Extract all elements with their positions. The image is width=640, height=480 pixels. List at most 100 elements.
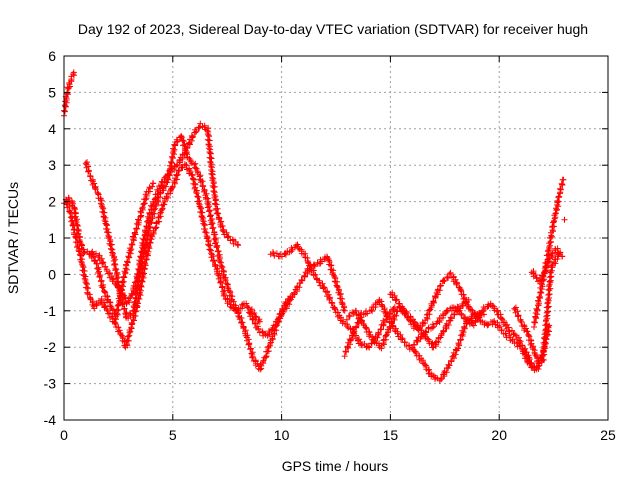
data-point-marker: [298, 276, 305, 283]
data-point-marker: [81, 275, 88, 282]
data-point-marker: [543, 309, 550, 316]
data-point-marker: [62, 108, 68, 115]
data-point-marker: [351, 328, 358, 335]
data-point-marker: [502, 330, 509, 337]
data-point-marker: [409, 345, 416, 352]
data-point-marker: [363, 324, 370, 331]
data-point-marker: [299, 277, 306, 284]
data-point-marker: [403, 308, 410, 315]
data-point-marker: [82, 160, 89, 167]
data-point-marker: [243, 300, 250, 307]
data-point-marker: [85, 285, 92, 292]
data-point-marker: [414, 337, 421, 344]
data-point-marker: [544, 259, 551, 266]
data-point-marker: [394, 330, 401, 337]
data-point-marker: [117, 290, 124, 297]
data-point-marker: [399, 335, 406, 342]
data-point-marker: [204, 127, 211, 134]
y-tick-label: -2: [44, 339, 57, 355]
data-point-marker: [206, 207, 213, 214]
data-point-marker: [235, 242, 242, 249]
data-point-marker: [226, 298, 233, 305]
data-point-marker: [454, 280, 461, 287]
data-point-marker: [145, 244, 152, 251]
data-point-marker: [124, 333, 131, 340]
data-point-marker: [179, 137, 186, 144]
data-point-marker: [149, 215, 156, 222]
data-point-marker: [75, 230, 82, 237]
data-point-marker: [539, 352, 546, 359]
data-point-marker: [256, 318, 263, 325]
data-point-marker: [249, 316, 256, 323]
data-point-marker: [124, 342, 131, 349]
data-point-marker: [107, 236, 114, 243]
data-point-marker: [120, 273, 127, 280]
data-point-marker: [312, 271, 319, 278]
data-point-marker: [193, 189, 200, 195]
x-axis-label: GPS time / hours: [282, 458, 389, 474]
data-point-marker: [346, 313, 353, 320]
data-point-marker: [91, 180, 98, 187]
data-point-marker: [92, 257, 99, 264]
data-point-marker: [548, 233, 555, 240]
data-point-marker: [365, 343, 371, 350]
data-point-marker: [528, 360, 535, 367]
data-point-marker: [446, 362, 453, 369]
data-point-marker: [205, 237, 212, 244]
data-point-marker: [249, 353, 256, 360]
data-point-marker: [148, 211, 155, 218]
data-point-marker: [206, 137, 213, 144]
y-tick-label: 1: [48, 230, 56, 246]
data-point-marker: [188, 171, 195, 178]
data-point-marker: [457, 336, 464, 343]
data-point-marker: [141, 261, 148, 268]
data-point-marker: [165, 171, 172, 178]
series-prn-track-e: [246, 253, 348, 339]
data-point-marker: [67, 209, 74, 216]
data-point-marker: [124, 258, 131, 265]
data-point-marker: [390, 306, 397, 313]
y-tick-label: 3: [48, 157, 56, 173]
data-point-marker: [517, 338, 524, 345]
series-prn-track-m: [528, 245, 566, 285]
x-tick-label: 5: [169, 427, 177, 443]
data-point-marker: [126, 254, 133, 261]
y-tick-label: 4: [48, 121, 56, 137]
data-point-marker: [437, 282, 444, 289]
data-point-marker: [199, 217, 206, 223]
data-point-marker: [161, 201, 168, 208]
data-point-marker: [366, 333, 373, 340]
data-point-marker: [99, 284, 106, 291]
data-point-marker: [341, 353, 348, 360]
data-point-marker: [329, 269, 336, 276]
data-point-marker: [196, 124, 203, 131]
data-point-marker: [242, 327, 249, 334]
data-point-marker: [353, 324, 359, 331]
grid-lines: [64, 56, 608, 420]
data-point-marker: [458, 310, 465, 317]
data-point-marker: [193, 128, 200, 135]
data-point-marker: [137, 283, 144, 289]
data-point-marker: [207, 212, 214, 219]
data-point-marker: [245, 341, 252, 348]
data-point-marker: [185, 140, 192, 147]
data-point-marker: [269, 326, 276, 333]
data-point-marker: [277, 313, 284, 320]
data-point-marker: [442, 310, 449, 317]
data-point-marker: [123, 266, 130, 273]
data-point-marker: [65, 194, 72, 201]
data-point-marker: [531, 319, 538, 325]
data-point-marker: [498, 327, 505, 334]
data-point-marker: [509, 327, 515, 334]
y-tick-label: 5: [48, 84, 56, 100]
data-point-marker: [391, 292, 398, 299]
data-point-marker: [137, 264, 144, 271]
data-point-marker: [218, 218, 225, 225]
data-point-marker: [182, 145, 189, 152]
data-point-marker: [460, 302, 467, 309]
data-point-marker: [533, 305, 540, 312]
series-prn-track-d: [87, 180, 157, 323]
data-point-marker: [393, 308, 400, 315]
data-point-marker: [175, 168, 182, 174]
